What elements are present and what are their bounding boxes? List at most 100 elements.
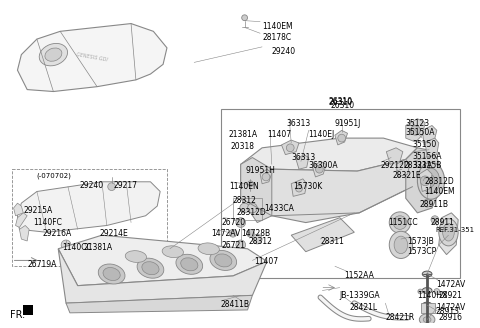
Circle shape [296, 185, 302, 192]
Circle shape [242, 15, 248, 21]
Text: 28911B: 28911B [420, 200, 448, 209]
Polygon shape [13, 203, 24, 216]
Polygon shape [396, 159, 409, 177]
Text: 28312: 28312 [249, 237, 272, 246]
Polygon shape [260, 169, 272, 184]
Text: 28916: 28916 [439, 313, 463, 322]
Ellipse shape [137, 258, 164, 278]
Text: 35150A: 35150A [406, 128, 435, 137]
Ellipse shape [176, 254, 203, 274]
Circle shape [431, 216, 439, 224]
Text: 29214E: 29214E [99, 229, 128, 238]
Circle shape [236, 218, 246, 227]
Polygon shape [17, 182, 160, 232]
Text: 28321E: 28321E [392, 171, 421, 180]
Polygon shape [406, 119, 425, 142]
Text: 1151CC: 1151CC [388, 218, 418, 227]
Text: 1152AA: 1152AA [345, 271, 374, 280]
Text: JB-1339GA: JB-1339GA [340, 291, 380, 299]
Text: 28421R: 28421R [385, 313, 415, 322]
Text: 1140EM: 1140EM [262, 22, 293, 31]
Text: 1140FC: 1140FC [33, 218, 62, 227]
Polygon shape [335, 130, 348, 145]
Text: 1140EN: 1140EN [229, 182, 259, 191]
Polygon shape [241, 148, 418, 223]
Bar [421, 303, 435, 313]
Circle shape [410, 126, 420, 135]
Polygon shape [58, 235, 267, 286]
Polygon shape [241, 157, 272, 223]
Ellipse shape [422, 271, 432, 277]
Text: REF.31-351: REF.31-351 [436, 227, 475, 234]
Polygon shape [281, 140, 299, 154]
Text: FR.: FR. [10, 310, 25, 320]
Text: 28312: 28312 [233, 196, 257, 205]
Text: 1472AV: 1472AV [212, 229, 241, 238]
Circle shape [248, 181, 253, 187]
Circle shape [240, 203, 250, 213]
Polygon shape [296, 154, 309, 169]
Ellipse shape [198, 243, 219, 255]
Ellipse shape [422, 302, 432, 308]
Circle shape [61, 240, 71, 250]
Circle shape [338, 134, 346, 142]
Text: 28411B: 28411B [220, 300, 249, 309]
Ellipse shape [422, 288, 432, 294]
Text: 11407: 11407 [254, 256, 278, 266]
Text: 26719A: 26719A [27, 260, 57, 269]
Text: GENESIS GDI: GENESIS GDI [76, 52, 108, 63]
Ellipse shape [389, 212, 410, 233]
Text: 1573CP: 1573CP [408, 247, 437, 256]
Text: 26310: 26310 [330, 101, 354, 110]
Ellipse shape [125, 251, 146, 262]
Text: 26310: 26310 [329, 97, 353, 106]
Polygon shape [422, 126, 437, 145]
Ellipse shape [39, 43, 68, 66]
Circle shape [236, 240, 246, 250]
Text: 29240: 29240 [80, 181, 104, 190]
Text: 1472AV: 1472AV [436, 303, 465, 312]
Text: 29217: 29217 [114, 181, 138, 190]
Text: 29215A: 29215A [24, 206, 52, 215]
Circle shape [434, 289, 440, 295]
Ellipse shape [394, 236, 408, 254]
Text: 28311: 28311 [320, 237, 344, 246]
Text: 21381A: 21381A [228, 130, 257, 139]
Ellipse shape [210, 250, 237, 271]
Ellipse shape [180, 258, 198, 271]
Ellipse shape [418, 162, 444, 199]
Text: 21381A: 21381A [84, 243, 113, 252]
Circle shape [247, 229, 254, 237]
Bar [24, 305, 33, 315]
Ellipse shape [215, 254, 232, 267]
Polygon shape [241, 138, 418, 171]
Ellipse shape [393, 216, 407, 229]
Polygon shape [291, 179, 307, 196]
Polygon shape [66, 296, 252, 313]
Text: 36313: 36313 [291, 153, 315, 162]
Ellipse shape [443, 224, 454, 241]
Ellipse shape [142, 262, 159, 275]
Text: 1140EJ: 1140EJ [309, 130, 335, 139]
Text: 35123: 35123 [406, 119, 430, 128]
Polygon shape [425, 138, 439, 157]
Circle shape [418, 289, 423, 294]
Polygon shape [406, 148, 442, 213]
Text: 35150: 35150 [412, 140, 437, 149]
Bar [221, 109, 460, 278]
Polygon shape [386, 148, 403, 164]
Circle shape [248, 203, 257, 213]
Polygon shape [15, 213, 27, 227]
Ellipse shape [422, 168, 440, 194]
Text: 91951J: 91951J [335, 119, 361, 128]
Bar [233, 198, 262, 220]
Text: 15730K: 15730K [293, 182, 323, 191]
Circle shape [420, 176, 430, 186]
Ellipse shape [420, 314, 435, 325]
Text: 26310: 26310 [329, 98, 353, 107]
Polygon shape [17, 24, 167, 92]
Polygon shape [420, 169, 432, 192]
Text: (-070702): (-070702) [36, 172, 71, 178]
Text: 29212D: 29212D [381, 161, 410, 171]
Text: 20318: 20318 [230, 142, 254, 151]
